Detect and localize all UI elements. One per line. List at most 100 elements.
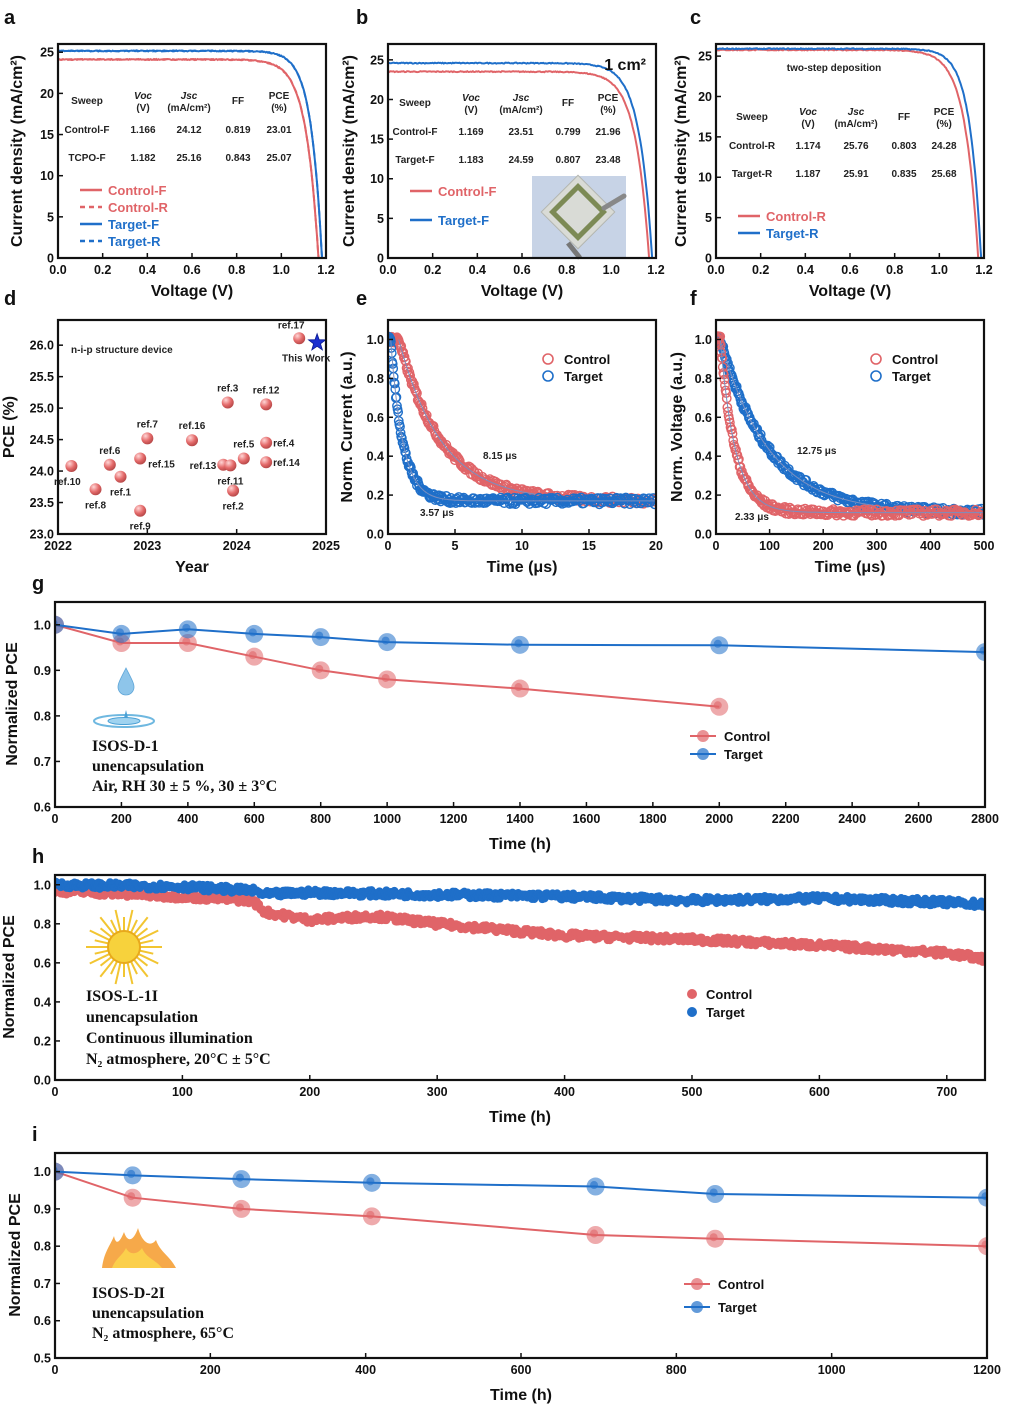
y-tick-label: 0.9 — [34, 664, 51, 678]
table-cell: 21.96 — [595, 127, 620, 138]
table-cell: 1.187 — [795, 169, 820, 180]
lifetime-label: 8.15 μs — [483, 451, 517, 462]
reference-label: ref.15 — [148, 459, 175, 470]
reference-label: ref.16 — [179, 421, 206, 432]
table-cell: 25.16 — [176, 153, 201, 164]
x-tick-label: 15 — [582, 539, 596, 553]
reference-label: ref.11 — [217, 476, 244, 487]
x-tick-label: 2800 — [971, 812, 999, 826]
plot-area — [716, 331, 984, 521]
y-tick-label: 10 — [40, 169, 54, 183]
table-header: PCE — [269, 91, 290, 102]
stability-marker-core — [979, 646, 985, 655]
probe-pin — [566, 241, 582, 260]
stability-marker-core — [514, 683, 523, 692]
chart-panel-a: a 0.0 0.2 0.4 0.6 0.8 1.0 1.2 0 5 10 15 20 25 Voltage … — [4, 7, 335, 300]
table-cell: 0.819 — [225, 125, 250, 136]
condition-annotation: N₂ atmosphere, 65°C — [92, 1325, 234, 1342]
table-header: Sweep — [71, 96, 103, 107]
table-cell: 1.174 — [795, 141, 820, 152]
x-tick-label: 1600 — [573, 812, 601, 826]
x-axis-label: Year — [175, 559, 209, 576]
plot-frame — [56, 42, 328, 260]
condition-annotation: unencapsulation — [86, 1009, 198, 1026]
x-tick-label: 0.8 — [886, 263, 903, 277]
x-tick-label: 600 — [809, 1085, 830, 1099]
table-cell: 24.59 — [508, 155, 533, 166]
condition-annotation: Continuous illumination — [86, 1030, 253, 1047]
stability-marker-core — [709, 1188, 718, 1197]
reference-point — [114, 470, 127, 483]
decay-data-point — [735, 461, 746, 472]
condition-annotation: unencapsulation — [92, 758, 204, 775]
sun-disc — [107, 930, 141, 964]
reference-label: ref.3 — [217, 383, 239, 394]
legend-label: Control — [564, 352, 610, 367]
reference-label: ref.10 — [54, 477, 81, 488]
sun-ray — [131, 916, 149, 937]
decay-data-point — [646, 495, 656, 505]
sun-ray — [99, 957, 117, 978]
table-header-unit: (mA/cm²) — [167, 103, 210, 114]
table-cell: Target-F — [395, 155, 434, 166]
x-tick-label: 0.2 — [752, 263, 769, 277]
y-tick-label: 1.0 — [34, 618, 51, 632]
y-tick-label: 25.5 — [30, 370, 54, 384]
this-work-star-icon — [307, 332, 327, 351]
splash-center — [107, 717, 141, 725]
table-cell: TCPO-F — [68, 153, 105, 164]
y-tick-label: 0.6 — [367, 411, 384, 425]
y-tick-label: 25 — [698, 50, 712, 64]
legend-marker — [870, 353, 882, 365]
table-header: FF — [562, 98, 574, 109]
y-tick-label: 0.8 — [34, 709, 51, 723]
plot-frame — [53, 1151, 989, 1360]
x-tick-label: 0.6 — [841, 263, 858, 277]
reference-point — [141, 432, 154, 445]
plot-area — [388, 331, 656, 510]
x-tick-label: 0.4 — [139, 263, 156, 277]
device-photo-inset — [532, 174, 627, 260]
jv-curve-target-r — [716, 47, 983, 258]
stability-marker-core — [514, 639, 523, 648]
table-cell: Target-R — [732, 169, 773, 180]
stability-marker-core — [381, 673, 390, 682]
reference-point — [89, 483, 102, 496]
table-header: PCE — [598, 93, 619, 104]
decay-data-point — [451, 451, 462, 462]
splash-ring — [93, 714, 155, 728]
decay-data-point — [648, 493, 656, 503]
x-tick-label: 400 — [920, 539, 941, 553]
reference-point — [227, 484, 240, 497]
parameter-table: Sweep Voc(V) Jsc(mA/cm²) FF PCE(%) Control-F 1… — [393, 93, 621, 166]
plot-area — [716, 47, 983, 258]
reference-point — [237, 452, 250, 465]
x-tick-label: 1.0 — [603, 263, 620, 277]
reference-point — [260, 398, 273, 411]
y-tick-label: 1.0 — [367, 333, 384, 347]
x-tick-label: 1.0 — [931, 263, 948, 277]
legend-label: Control — [718, 1277, 764, 1292]
sun-icon — [86, 909, 162, 985]
x-tick-label: 2023 — [133, 539, 161, 553]
probe-pin — [601, 193, 627, 211]
legend-label: Target — [718, 1300, 757, 1315]
reference-label: ref.14 — [273, 458, 300, 469]
legend-label: Control-R — [108, 200, 169, 215]
chart-panel-b: b 0.0 0.2 0.4 0.6 0.8 1.0 1.2 0 5 10 15 20 25 Voltage … — [341, 7, 665, 300]
x-tick-label: 0.6 — [183, 263, 200, 277]
y-tick-label: 0.0 — [367, 528, 384, 542]
y-tick-label: 0.2 — [34, 1034, 51, 1048]
stability-line-control — [55, 623, 720, 708]
x-tick-label: 1200 — [440, 812, 468, 826]
x-tick-label: 0 — [713, 539, 720, 553]
legend-label: Target-R — [108, 234, 161, 249]
table-cell: Control-F — [393, 127, 438, 138]
panel-label: f — [690, 288, 697, 310]
plot-area — [55, 615, 985, 716]
table-cell: 1.182 — [130, 153, 155, 164]
plot-area — [388, 61, 654, 258]
x-tick-label: 800 — [310, 812, 331, 826]
reference-point — [186, 434, 198, 447]
table-cell: 1.183 — [458, 155, 483, 166]
